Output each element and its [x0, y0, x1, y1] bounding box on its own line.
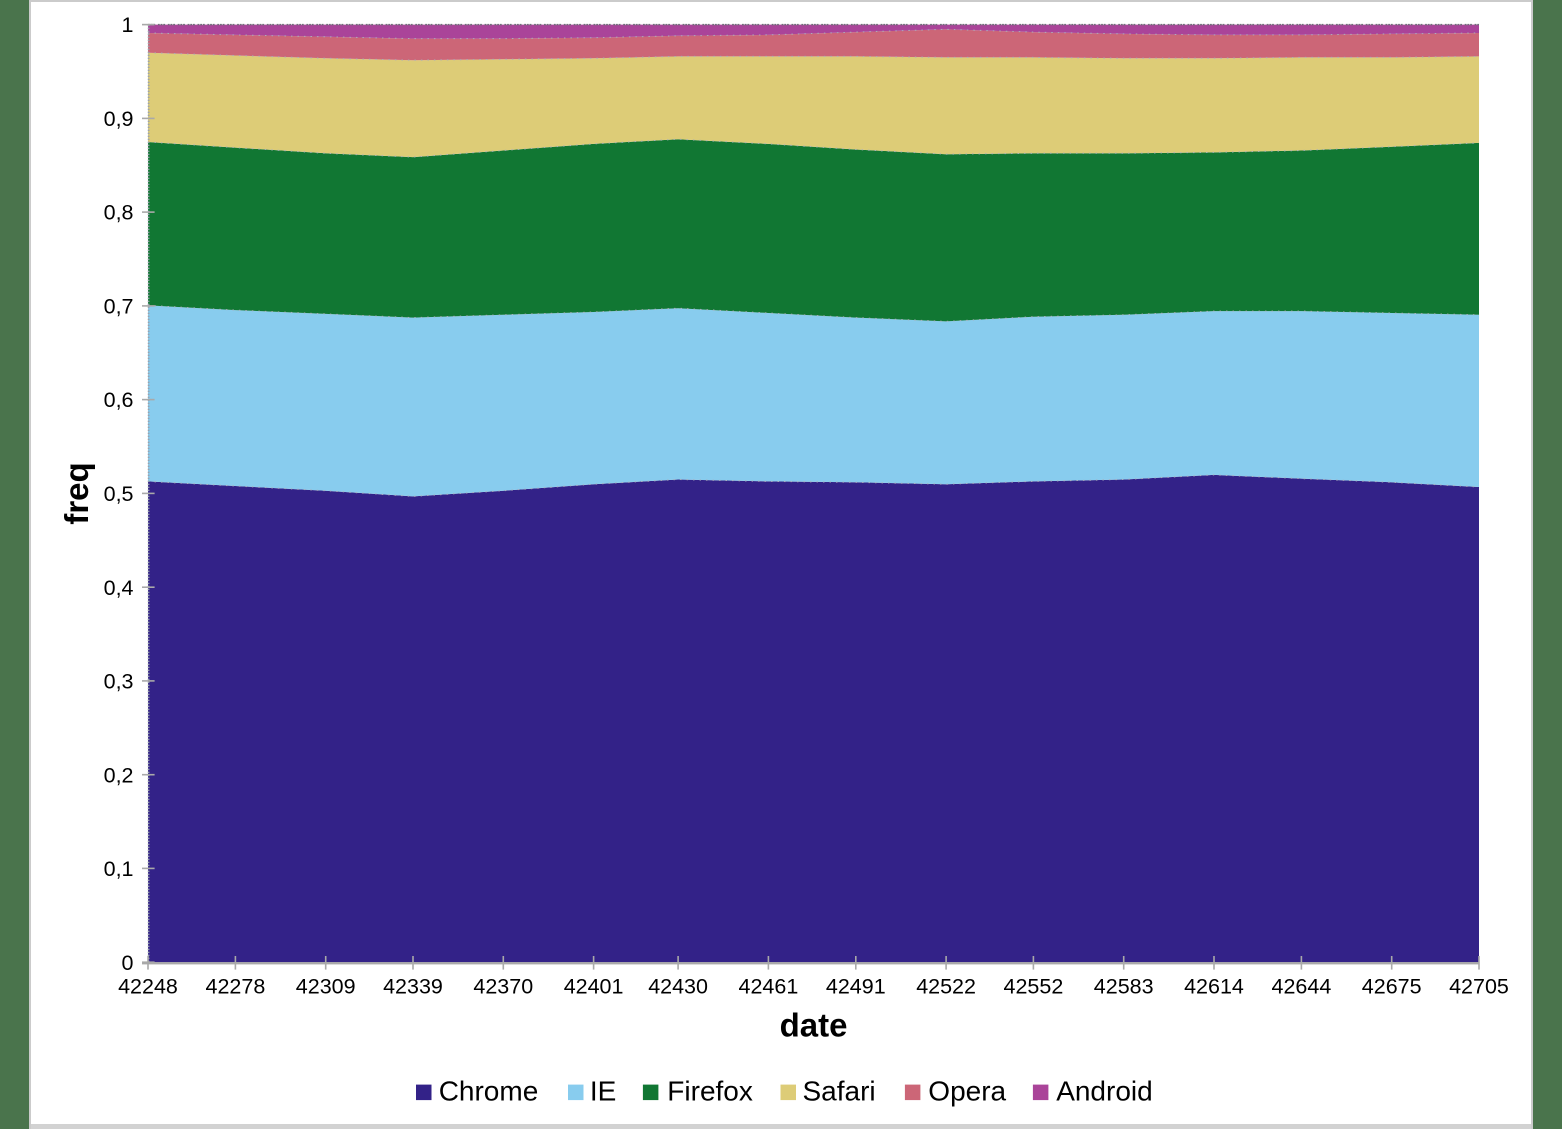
svg-text:0,8: 0,8 [104, 201, 134, 225]
svg-text:Chrome: Chrome [439, 1076, 539, 1107]
svg-text:42491: 42491 [826, 975, 886, 999]
svg-text:0,3: 0,3 [104, 670, 134, 694]
svg-text:42644: 42644 [1272, 975, 1332, 999]
svg-text:Firefox: Firefox [667, 1076, 753, 1107]
svg-text:1: 1 [122, 13, 134, 37]
svg-text:42675: 42675 [1362, 975, 1422, 999]
svg-text:Android: Android [1056, 1076, 1153, 1107]
svg-text:0: 0 [122, 951, 134, 975]
svg-text:42461: 42461 [739, 975, 799, 999]
svg-text:0,7: 0,7 [104, 295, 134, 319]
svg-text:42339: 42339 [383, 975, 443, 999]
svg-text:42430: 42430 [648, 975, 708, 999]
svg-text:0,9: 0,9 [104, 107, 134, 131]
svg-text:Opera: Opera [928, 1076, 1006, 1107]
svg-text:42522: 42522 [916, 975, 976, 999]
svg-text:42278: 42278 [206, 975, 266, 999]
svg-text:42614: 42614 [1184, 975, 1244, 999]
svg-text:0,2: 0,2 [104, 763, 134, 787]
svg-text:0,6: 0,6 [104, 388, 134, 412]
svg-text:Safari: Safari [803, 1076, 876, 1107]
svg-text:freq: freq [58, 462, 95, 524]
svg-text:0,4: 0,4 [104, 576, 134, 600]
svg-text:42583: 42583 [1094, 975, 1154, 999]
svg-text:0,1: 0,1 [104, 857, 134, 881]
svg-text:0,5: 0,5 [104, 482, 134, 506]
svg-text:42705: 42705 [1449, 975, 1509, 999]
svg-text:42248: 42248 [118, 975, 178, 999]
svg-text:IE: IE [590, 1076, 616, 1107]
svg-text:42309: 42309 [296, 975, 356, 999]
svg-text:42401: 42401 [564, 975, 624, 999]
svg-text:42370: 42370 [473, 975, 533, 999]
svg-text:42552: 42552 [1004, 975, 1064, 999]
svg-text:date: date [780, 1007, 848, 1044]
